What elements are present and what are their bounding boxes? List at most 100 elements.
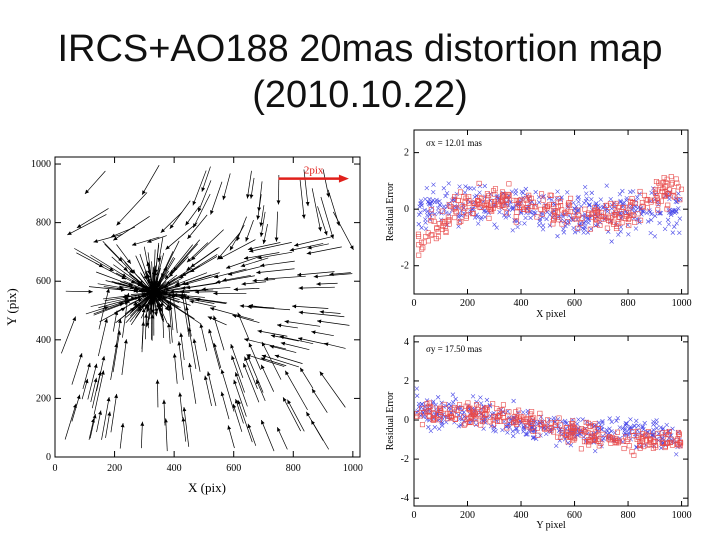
scatter-point-square <box>567 202 573 208</box>
quiver-y-tick-label: 800 <box>36 218 51 229</box>
quiver-arrow <box>261 341 282 380</box>
quiver-arrow <box>294 236 332 247</box>
quiver-arrow <box>179 332 185 361</box>
quiver-arrow <box>246 170 252 199</box>
quiver-x-axis-label: X (pix) <box>188 480 226 495</box>
scatter-point-square <box>521 416 527 422</box>
scatter-point-x <box>600 420 605 426</box>
quiver-arrow <box>284 319 321 327</box>
scatter-point-square <box>615 438 621 444</box>
scatter-point-square <box>591 205 597 211</box>
scatter-point-square <box>548 425 554 431</box>
scatter-point-square <box>609 435 615 441</box>
quiver-arrow <box>140 273 163 308</box>
scatter-point-square <box>542 204 548 210</box>
scatter-point-x <box>648 217 654 223</box>
quiver-arrow <box>276 427 288 450</box>
quiver-arrow <box>322 169 330 198</box>
residual-x-tick-label: 400 <box>514 510 529 521</box>
scatter-point-square <box>516 407 522 413</box>
scatter-point-x <box>537 216 543 222</box>
scatter-point-x <box>672 224 677 229</box>
scatter-point-square <box>588 433 594 439</box>
scatter-point-square <box>418 239 424 245</box>
scatter-point-square <box>541 425 547 431</box>
scatter-point-x <box>618 199 623 205</box>
scatter-point-square <box>615 440 621 446</box>
quiver-arrow <box>222 173 231 201</box>
quiver-arrow <box>101 396 111 440</box>
quiver-arrow <box>153 252 165 288</box>
scatter-point-square <box>664 176 670 182</box>
scatter-point-square <box>671 188 677 194</box>
scatter-point-square <box>660 434 666 440</box>
scatter-point-x <box>475 214 480 220</box>
quiver-arrow <box>120 256 136 274</box>
scatter-point-x <box>506 207 512 212</box>
scatter-point-square <box>651 438 657 444</box>
scatter-point-square <box>458 189 464 195</box>
scatter-point-x <box>443 193 448 199</box>
scatter-point-square <box>653 179 659 185</box>
scatter-point-x <box>603 430 609 435</box>
scatter-point-square <box>591 433 597 439</box>
quiver-arrow <box>97 283 124 290</box>
scatter-point-x <box>609 202 615 208</box>
scatter-point-x <box>515 224 520 230</box>
scatter-point-square <box>526 195 532 201</box>
scatter-point-square <box>463 215 469 221</box>
scatter-point-square <box>441 220 447 226</box>
scatter-point-x <box>493 429 498 434</box>
scatter-point-x <box>418 210 423 215</box>
scatter-point-square <box>453 209 459 215</box>
quiver-arrow <box>188 362 197 404</box>
scatter-point-square <box>629 212 635 218</box>
scatter-point-x <box>604 427 609 433</box>
quiver-arrow <box>232 314 260 324</box>
scatter-point-square <box>462 421 468 427</box>
quiver-arrow <box>93 233 123 243</box>
scatter-point-square <box>582 206 588 212</box>
quiver-arrow <box>207 316 227 326</box>
scatter-point-square <box>614 223 620 229</box>
scatter-point-square <box>441 401 447 407</box>
scatter-point-square <box>438 406 444 412</box>
quiver-arrow <box>181 272 220 286</box>
scatter-point-x <box>525 432 530 437</box>
quiver-arrow <box>192 170 207 206</box>
quiver-arrow <box>280 341 310 351</box>
scatter-point-square <box>618 211 624 217</box>
scatter-point-square <box>559 221 565 227</box>
quiver-arrow <box>209 307 254 321</box>
quiver-arrow <box>90 377 98 403</box>
scatter-point-square <box>645 196 651 202</box>
scatter-point-x <box>479 215 484 220</box>
scatter-point-square <box>524 207 530 213</box>
quiver-arrow <box>150 283 159 313</box>
scatter-point-square <box>451 196 457 202</box>
quiver-arrow <box>240 257 269 268</box>
scatter-point-x <box>417 204 422 209</box>
scatter-point-square <box>665 202 671 208</box>
scatter-point-square <box>474 202 480 208</box>
scatter-point-square <box>652 187 658 193</box>
scatter-point-square <box>573 428 579 434</box>
scatter-point-x <box>561 227 566 232</box>
quiver-arrow <box>116 304 139 323</box>
scatter-point-square <box>619 220 625 226</box>
quiver-arrow <box>116 318 122 345</box>
quiver-arrow <box>93 370 105 415</box>
scatter-point-square <box>540 197 546 203</box>
quiver-arrow <box>316 282 338 286</box>
quiver-arrow <box>220 369 235 412</box>
scatter-point-x <box>520 190 526 196</box>
scatter-point-square <box>513 219 519 225</box>
scatter-point-x <box>547 223 553 228</box>
quiver-arrow <box>247 242 281 251</box>
quiver-arrow <box>136 284 164 308</box>
quiver-arrow <box>245 219 254 242</box>
scatter-point-x <box>510 228 515 233</box>
scatter-point-square <box>598 209 604 215</box>
scatter-point-square <box>524 416 530 422</box>
